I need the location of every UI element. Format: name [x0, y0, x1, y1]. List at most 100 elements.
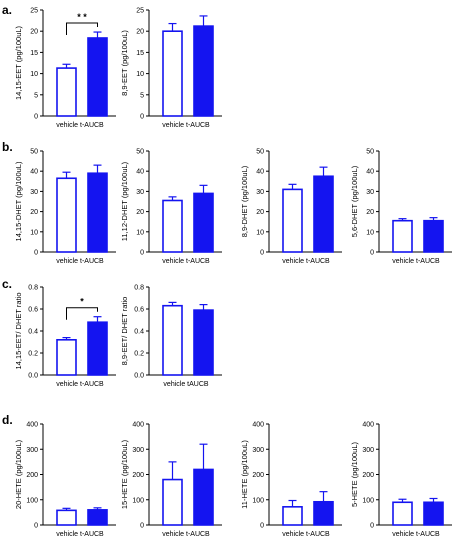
y-tick-label: 40	[366, 169, 374, 176]
y-tick-label: 20	[30, 29, 38, 36]
y-axis-title: 11,12-DHET (pg/100uL)	[120, 161, 129, 241]
bar-filled	[193, 192, 214, 253]
y-tick-label: 0	[34, 523, 38, 530]
panel-label-c: c.	[2, 277, 12, 291]
bar-chart-10: 0 100 200 300 400 15-HETE (pg/100uL) vehicle t…	[120, 422, 222, 538]
bar-open	[162, 199, 183, 253]
bar-chart-3: 0 10 20 30 40 50 14,15-DHET (pg/100uL) vehicle …	[14, 149, 116, 265]
y-tick-label: 400	[252, 422, 264, 429]
bar-filled	[313, 175, 334, 253]
y-tick-label: 100	[132, 497, 144, 504]
x-category-labels: vehicle t-AUCB	[162, 122, 210, 129]
y-tick-label: 0	[140, 523, 144, 530]
y-axis-title: 8,9-EET (pg/100uL)	[120, 30, 129, 96]
y-tick-label: 200	[26, 472, 38, 479]
bar-filled	[87, 172, 108, 253]
y-tick-label: 10	[136, 71, 144, 78]
y-tick-label: 0.4	[134, 329, 144, 336]
x-category-labels: vehicle t-AUCB	[392, 531, 440, 538]
y-tick-label: 0.8	[28, 285, 38, 292]
x-category-labels: vehicle t-AUCB	[392, 258, 440, 265]
bar-chart-1: 0 5 10 15 20 25 14,15-EET (pg/100uL) vehicle t-…	[14, 8, 116, 129]
y-tick-label: 0	[34, 250, 38, 257]
y-tick-label: 50	[30, 149, 38, 156]
panel-label-d: d.	[2, 413, 13, 427]
y-tick-label: 0.0	[28, 373, 38, 380]
bar-chart-5: 0 10 20 30 40 50 8,9-DHET (pg/100uL) vehicle t-…	[240, 149, 342, 265]
y-axis-title: 8,9-DHET (pg/100uL)	[240, 165, 249, 237]
significance-bracket	[66, 22, 98, 36]
y-axis-title: 11-HETE (pg/100uL)	[240, 440, 249, 509]
y-tick-label: 200	[252, 472, 264, 479]
bar-open	[392, 219, 413, 253]
y-tick-label: 0.6	[28, 307, 38, 314]
y-tick-label: 50	[256, 149, 264, 156]
bar-chart-8: 0.0 0.2 0.4 0.6 0.8 8,9-EET/ DHET ratio vehicl…	[120, 285, 222, 388]
y-axis-title: 14,15-DHET (pg/100uL)	[14, 161, 23, 241]
y-tick-label: 0.2	[28, 351, 38, 358]
x-category-labels: vehicle t-AUCB	[282, 531, 330, 538]
significance-bracket	[66, 307, 98, 320]
y-axis-title: 5,6-DHET (pg/100uL)	[350, 165, 359, 237]
y-tick-label: 0	[260, 523, 264, 530]
y-tick-label: 10	[366, 229, 374, 236]
y-tick-label: 0	[140, 250, 144, 257]
y-tick-label: 40	[256, 169, 264, 176]
y-axis-title: 15-HETE (pg/100uL)	[120, 439, 129, 509]
y-tick-label: 100	[252, 497, 264, 504]
y-tick-label: 400	[26, 422, 38, 429]
y-axis-title: 20-HETE (pg/100uL)	[14, 439, 23, 509]
y-tick-label: 0.6	[134, 307, 144, 314]
y-tick-label: 0	[260, 250, 264, 257]
y-tick-label: 20	[136, 29, 144, 36]
y-tick-label: 30	[256, 189, 264, 196]
y-tick-label: 300	[132, 447, 144, 454]
bar-open	[56, 509, 77, 526]
bar-filled	[313, 500, 334, 526]
bar-chart-12: 0 100 200 300 400 5-HETE (pg/100uL) vehicle t-…	[350, 422, 452, 538]
y-tick-label: 10	[30, 71, 38, 78]
y-tick-label: 0.0	[134, 373, 144, 380]
bar-open	[392, 501, 413, 526]
significance-marker: *	[80, 297, 84, 307]
charts-group: 0 5 10 15 20 25 14,15-EET (pg/100uL) vehicle t-…	[14, 8, 452, 538]
panel-label-a: a.	[2, 3, 12, 17]
y-axis-title: 5-HETE (pg/100uL)	[350, 441, 359, 507]
y-tick-label: 50	[366, 149, 374, 156]
bar-open	[282, 188, 303, 253]
x-category-labels: vehicle t-AUCB	[56, 531, 104, 538]
y-tick-label: 40	[30, 169, 38, 176]
significance-marker: * *	[77, 12, 87, 22]
x-category-labels: vehicle t-AUCB	[56, 258, 104, 265]
y-tick-label: 20	[136, 209, 144, 216]
bar-filled	[87, 37, 108, 117]
y-tick-label: 50	[136, 149, 144, 156]
bar-filled	[87, 509, 108, 526]
x-category-labels: vehicle tAUCB	[163, 381, 208, 388]
y-tick-label: 100	[362, 497, 374, 504]
y-axis-title: 14,15-EET (pg/100uL)	[14, 25, 23, 100]
y-tick-label: 10	[136, 229, 144, 236]
y-tick-label: 300	[252, 447, 264, 454]
y-tick-label: 0.4	[28, 329, 38, 336]
y-axis-title: 8,9-EET/ DHET ratio	[120, 297, 129, 366]
y-tick-label: 30	[136, 189, 144, 196]
bar-chart-7: 0.0 0.2 0.4 0.6 0.8 14,15-EET/ DHET ratio vehi…	[14, 285, 116, 388]
y-tick-label: 0.8	[134, 285, 144, 292]
y-tick-label: 5	[140, 92, 144, 99]
bar-chart-4: 0 10 20 30 40 50 11,12-DHET (pg/100uL) vehicle …	[120, 149, 222, 265]
y-tick-label: 300	[362, 447, 374, 454]
y-tick-label: 400	[132, 422, 144, 429]
panel-label-b: b.	[2, 140, 13, 154]
bar-open	[162, 478, 183, 526]
y-tick-label: 10	[256, 229, 264, 236]
bar-open	[56, 338, 77, 376]
y-tick-label: 0	[370, 523, 374, 530]
bar-filled	[193, 25, 214, 117]
x-category-labels: vehicle t-AUCB	[282, 258, 330, 265]
x-category-labels: vehicle t-AUCB	[162, 531, 210, 538]
y-tick-label: 30	[366, 189, 374, 196]
bar-chart-2: 0 5 10 15 20 25 8,9-EET (pg/100uL) vehicle t-AU…	[120, 8, 222, 129]
bar-open	[56, 67, 77, 117]
